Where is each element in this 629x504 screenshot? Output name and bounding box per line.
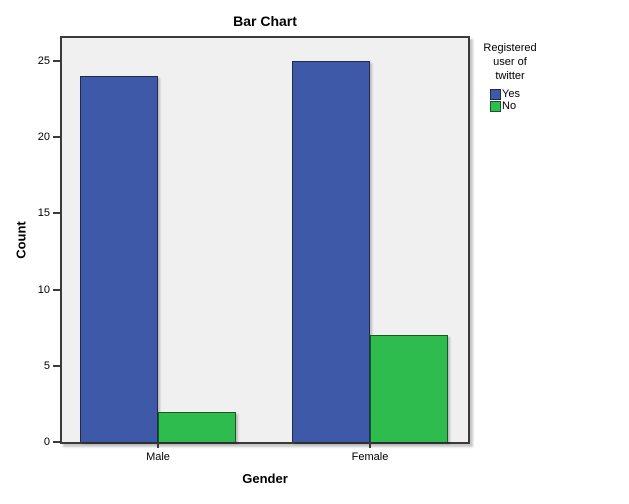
y-tick-label: 25 [37,54,50,67]
legend-title-line: Registered [483,42,537,54]
y-tick-label: 15 [37,207,50,220]
bar-female-yes [292,60,370,442]
y-axis-title: Count [13,221,29,259]
legend-entry-label: Yes [502,88,520,100]
legend-title-line: user of [493,56,527,68]
x-axis-title: Gender [242,471,288,486]
x-tick-mark [157,442,159,448]
y-tick-mark [53,441,60,443]
x-category-label: Male [146,451,170,463]
y-tick-label: 10 [37,283,50,296]
y-tick-mark [53,59,60,62]
legend-title-line: twitter [495,70,525,82]
y-tick-label: 5 [43,359,50,372]
y-tick-label: 0 [43,436,50,448]
bar-male-no [158,411,236,442]
y-tick-mark [53,364,60,367]
y-tick-mark [53,136,60,138]
y-tick-label: 20 [37,131,50,143]
y-tick-mark [53,212,60,215]
chart-title: Bar Chart [233,13,297,29]
legend-entry-no: No [490,100,627,112]
x-tick-mark [369,442,371,448]
legend-entry-yes: Yes [490,88,627,100]
legend-items: Yes No [490,88,627,112]
legend-swatch-yes [490,88,501,100]
x-category-label: Female [351,451,389,463]
y-tick-mark [53,288,60,291]
legend: Registered user of twitter Yes No [477,41,627,112]
bar-male-yes [80,76,158,442]
bar-female-no [370,335,448,442]
legend-title: Registered user of twitter [477,41,543,83]
plot-area: 0 5 10 15 20 25 Male Female [38,36,470,463]
legend-entry-label: No [502,100,517,112]
legend-swatch-no [490,100,501,112]
